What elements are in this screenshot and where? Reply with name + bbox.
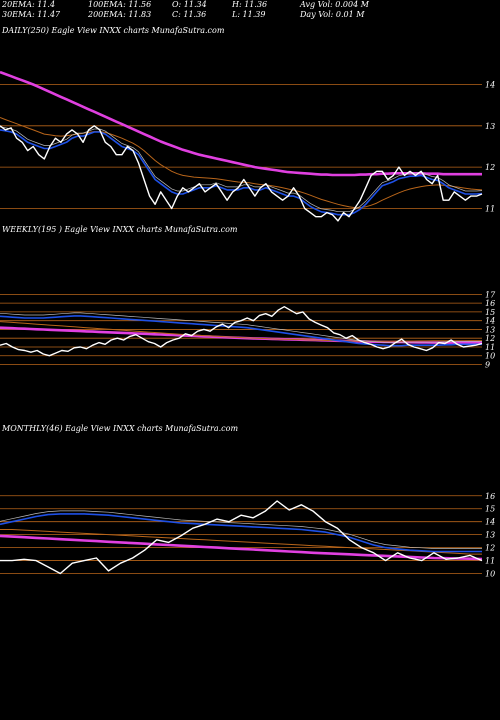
weekly-panel-label: WEEKLY(195 ) Eagle View INXX charts Muna…	[2, 225, 238, 234]
weekly-tick-label-13: 13	[485, 325, 495, 334]
daily-series-3	[0, 70, 482, 177]
header-avg-vol: Avg Vol: 0.004 M	[300, 0, 369, 9]
weekly-tick-label-10: 10	[485, 352, 495, 361]
daily-series-2	[0, 117, 483, 209]
header-close: C: 11.36	[172, 10, 207, 19]
monthly-tick-label-13: 13	[485, 531, 495, 540]
header-100ema: 100EMA: 11.56	[88, 0, 152, 9]
monthly-series-1	[0, 513, 482, 553]
daily-panel-label: DAILY(250) Eagle View INXX charts Munafa…	[2, 26, 225, 35]
weekly-series-0	[0, 306, 483, 357]
monthly-panel-label: MONTHLY(46) Eagle View INXX charts Munaf…	[2, 424, 239, 433]
weekly-tick-label-17: 17	[485, 290, 496, 299]
daily-tick-label-11: 11	[485, 204, 495, 213]
header-high: H: 11.36	[232, 0, 268, 9]
header-20ema: 20EMA: 11.4	[2, 0, 56, 9]
weekly-series-1	[0, 315, 482, 347]
monthly-tick-label-15: 15	[485, 505, 495, 514]
daily-tick-label-14: 14	[485, 80, 495, 89]
weekly-series-2	[0, 321, 482, 342]
monthly-series-0	[0, 500, 483, 575]
weekly-series-3	[0, 326, 482, 344]
header-open: O: 11.34	[172, 0, 207, 9]
weekly-tick-label-12: 12	[485, 334, 495, 343]
daily-series-1-band	[0, 126, 483, 213]
header-low: L: 11.39	[232, 10, 266, 19]
monthly-series-2	[0, 529, 482, 555]
weekly-series-1-band	[0, 312, 482, 344]
header-day-vol: Day Vol: 0.01 M	[300, 10, 365, 19]
monthly-series-3	[0, 534, 483, 561]
monthly-tick-label-16: 16	[485, 492, 495, 501]
weekly-tick-label-14: 14	[485, 317, 495, 326]
daily-tick-label-13: 13	[485, 122, 495, 131]
daily-series-1	[0, 129, 483, 216]
weekly-tick-label-11: 11	[485, 343, 495, 352]
monthly-tick-label-11: 11	[485, 557, 495, 566]
weekly-tick-label-16: 16	[485, 299, 495, 308]
weekly-tick-label-9: 9	[485, 360, 490, 369]
monthly-tick-label-10: 10	[485, 570, 495, 579]
header-200ema: 200EMA: 11.83	[88, 10, 152, 19]
daily-tick-label-12: 12	[485, 163, 495, 172]
monthly-series-1-band	[0, 510, 482, 549]
weekly-tick-label-15: 15	[485, 308, 495, 317]
daily-series-0	[0, 125, 483, 222]
header-30ema: 30EMA: 11.47	[2, 10, 61, 19]
monthly-tick-label-12: 12	[485, 544, 495, 553]
monthly-tick-label-14: 14	[485, 518, 495, 527]
